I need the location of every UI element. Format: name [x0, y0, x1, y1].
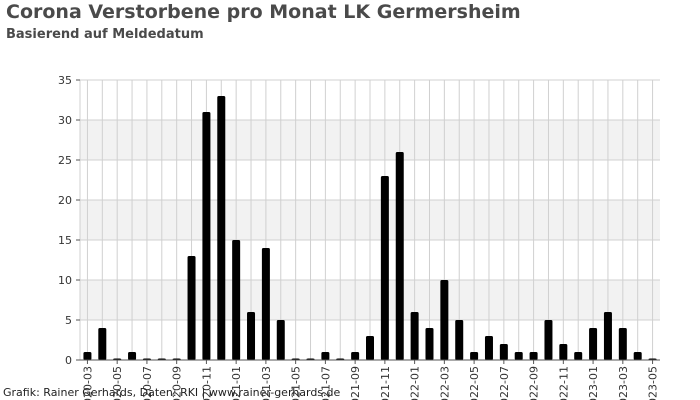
- bar: [232, 240, 241, 360]
- bar: [514, 352, 523, 360]
- bar: [603, 312, 612, 360]
- footer-credit: Grafik: Rainer Gerhards, Daten: RKI | ww…: [3, 386, 341, 399]
- x-tick-label: 2021-01: [230, 366, 243, 400]
- bar: [559, 344, 568, 360]
- x-tick-label: 2021-11: [379, 366, 392, 400]
- bar: [589, 328, 598, 360]
- bar: [484, 336, 493, 360]
- bar: [202, 112, 211, 360]
- bar: [440, 280, 449, 360]
- bar: [351, 352, 360, 360]
- bar: [574, 352, 583, 360]
- bar: [395, 152, 404, 360]
- x-tick-label: 2020-07: [141, 366, 154, 400]
- x-tick-label: 2021-09: [349, 366, 362, 400]
- x-tick-label: 2020-03: [81, 366, 94, 400]
- x-tick-label: 2020-05: [111, 366, 124, 400]
- bar: [529, 352, 538, 360]
- x-tick-label: 2022-11: [557, 366, 570, 400]
- bar: [455, 320, 464, 360]
- x-tick-label: 2021-05: [290, 366, 303, 400]
- x-tick-label: 2021-03: [260, 366, 273, 400]
- y-tick-label: 35: [58, 74, 72, 87]
- bar: [470, 352, 479, 360]
- bars: [83, 96, 657, 360]
- bar: [633, 352, 642, 360]
- bar: [187, 256, 196, 360]
- x-tick-label: 2023-03: [617, 366, 630, 400]
- y-tick-label: 10: [58, 274, 72, 287]
- x-tick-label: 2022-01: [409, 366, 422, 400]
- bar: [247, 312, 256, 360]
- bar: [321, 352, 330, 360]
- chart-subtitle: Basierend auf Meldedatum: [6, 27, 204, 42]
- x-tick-label: 2023-01: [587, 366, 600, 400]
- y-tick-label: 25: [58, 154, 72, 167]
- x-tick-label: 2021-07: [319, 366, 332, 400]
- x-tick-label: 2022-05: [468, 366, 481, 400]
- bar: [425, 328, 434, 360]
- bar: [128, 352, 137, 360]
- x-axis-ticks: 2020-03 2020-05 2020-07 2020-09 2020-11 2021-…: [81, 360, 660, 400]
- x-tick-label: 2022-03: [438, 366, 451, 400]
- x-tick-label: 2023-05: [647, 366, 660, 400]
- x-tick-label: 2022-09: [528, 366, 541, 400]
- bar: [217, 96, 226, 360]
- bar: [366, 336, 374, 360]
- y-axis-ticks: 0 5 10 15 20 25 30 35: [58, 74, 80, 367]
- y-tick-label: 30: [58, 114, 72, 127]
- bar: [410, 312, 419, 360]
- x-tick-label: 2020-09: [171, 366, 184, 400]
- y-tick-label: 0: [65, 354, 72, 367]
- bar: [98, 328, 107, 360]
- bar: [499, 344, 508, 360]
- bar: [544, 320, 553, 360]
- bar: [380, 176, 389, 360]
- bar: [261, 248, 270, 360]
- bar: [83, 352, 92, 360]
- y-tick-label: 5: [65, 314, 72, 327]
- bar: [276, 320, 285, 360]
- y-tick-label: 15: [58, 234, 72, 247]
- x-tick-label: 2020-11: [200, 366, 213, 400]
- y-tick-label: 20: [58, 194, 72, 207]
- bar: [618, 328, 627, 360]
- chart-title: Corona Verstorbene pro Monat LK Germersh…: [6, 1, 521, 23]
- x-tick-label: 2022-07: [498, 366, 511, 400]
